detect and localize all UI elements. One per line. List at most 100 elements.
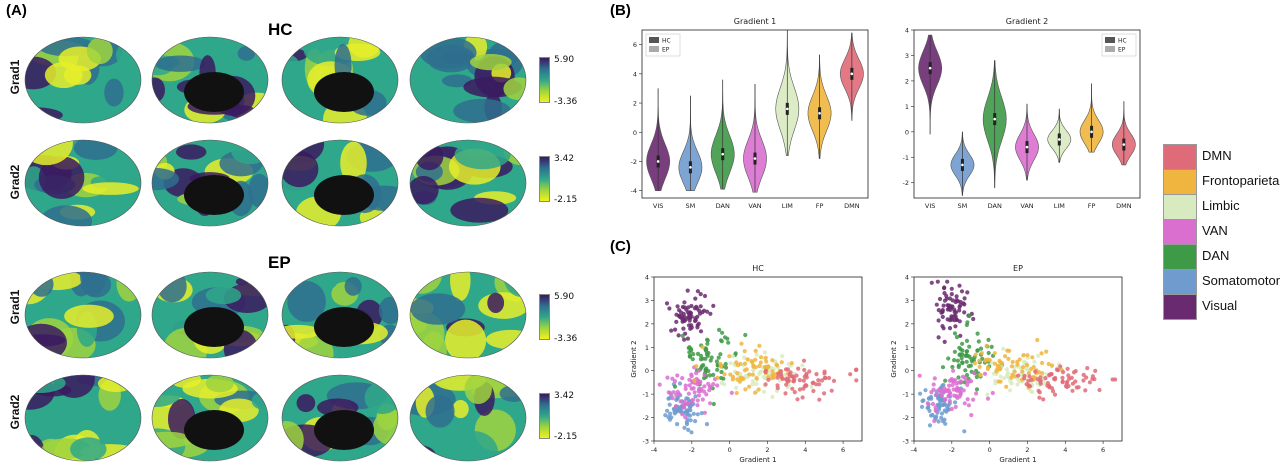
brain-patch [296,394,316,413]
point-frontoparietal [743,387,748,392]
point-van [657,382,662,387]
y-tick-label: 1 [645,344,649,352]
point-frontoparietal [770,358,775,363]
point-van [971,397,976,402]
point-dmn [1085,366,1090,371]
point-visual [689,314,694,319]
point-van [699,386,704,392]
point-dan [952,349,958,354]
point-dmn [814,382,819,387]
point-frontoparietal [1029,366,1034,371]
point-dan [723,361,728,367]
point-frontoparietal [1007,348,1012,353]
point-somatomotor [663,413,668,418]
brain-patch [450,197,509,223]
point-dan [989,344,994,349]
brain-patch [64,304,114,328]
x-category-label: DMN [1116,202,1132,210]
point-somatomotor [672,411,678,416]
point-frontoparietal [1021,353,1026,358]
brain-outline [151,36,269,124]
point-frontoparietal [742,361,748,366]
brain-outline [281,36,399,124]
point-visual [685,336,691,341]
point-visual [936,335,941,340]
point-frontoparietal [779,360,784,365]
point-frontoparietal [1040,371,1045,376]
point-frontoparietal [992,361,998,366]
point-somatomotor [684,421,690,427]
point-dmn [1097,387,1102,393]
point-dan [690,357,695,362]
y-tick-label: 4 [905,274,909,282]
point-visual [680,304,686,310]
x-tick-label: 4 [1063,446,1067,454]
point-dmn [1045,381,1050,386]
point-dan [956,375,961,380]
legend-label: DMN [1202,148,1232,163]
point-van [960,374,966,379]
point-frontoparietal [758,360,763,365]
brain-patch [503,77,526,101]
x-category-label: VIS [653,202,664,210]
point-dan [964,359,969,364]
point-dmn [800,395,805,400]
point-dan [955,358,961,363]
point-frontoparietal [694,364,699,369]
point-dan [963,353,968,358]
point-somatomotor [929,413,934,418]
point-visual [935,279,940,284]
point-dan [708,358,713,363]
point-visual [934,302,939,307]
point-van [729,390,734,395]
colorbar-grad1-hc [539,57,550,103]
brain-patch [464,375,492,404]
legend-label: DAN [1202,248,1230,263]
x-tick-label: 2 [1025,446,1029,454]
point-van [698,379,703,384]
point-frontoparietal [756,387,761,392]
point-visual [945,303,950,308]
point-dmn [775,383,780,388]
point-visual [702,308,707,313]
point-frontoparietal [734,360,739,365]
point-dmn [794,373,799,378]
point-frontoparietal [1020,365,1025,370]
point-van [680,376,685,381]
point-limbic [1002,376,1007,381]
legend-label: VAN [1202,223,1228,238]
panel-label-a: (A) [6,2,27,19]
legend-label: HC [1118,38,1127,45]
point-dan [940,365,946,370]
x-category-label: FP [816,202,824,210]
point-van [673,404,679,409]
point-dmn [1058,364,1063,369]
point-frontoparietal [973,352,978,357]
point-dmn [1081,378,1086,383]
point-dmn [1037,390,1042,395]
point-dan [978,346,984,351]
point-visual [685,288,690,293]
point-visual [682,314,687,319]
point-somatomotor [686,408,691,413]
chart-title: Gradient 2 [1006,17,1048,26]
brain-patch [444,319,487,358]
brain-patch [340,141,367,185]
point-limbic [998,374,1003,379]
point-dmn [791,379,797,384]
point-frontoparietal [734,390,739,396]
point-van [933,405,938,410]
point-van [949,406,954,412]
point-frontoparietal [1004,384,1009,389]
brain-patch [25,56,57,90]
legend-swatch-limbic [1163,194,1197,220]
point-limbic [809,384,814,389]
point-frontoparietal [763,355,768,360]
point-visual [949,286,954,291]
point-van [972,370,977,376]
point-visual [936,308,941,313]
point-somatomotor [942,408,947,413]
x-tick-label: 2 [765,446,769,454]
point-van [694,371,699,376]
point-dan [719,375,724,381]
